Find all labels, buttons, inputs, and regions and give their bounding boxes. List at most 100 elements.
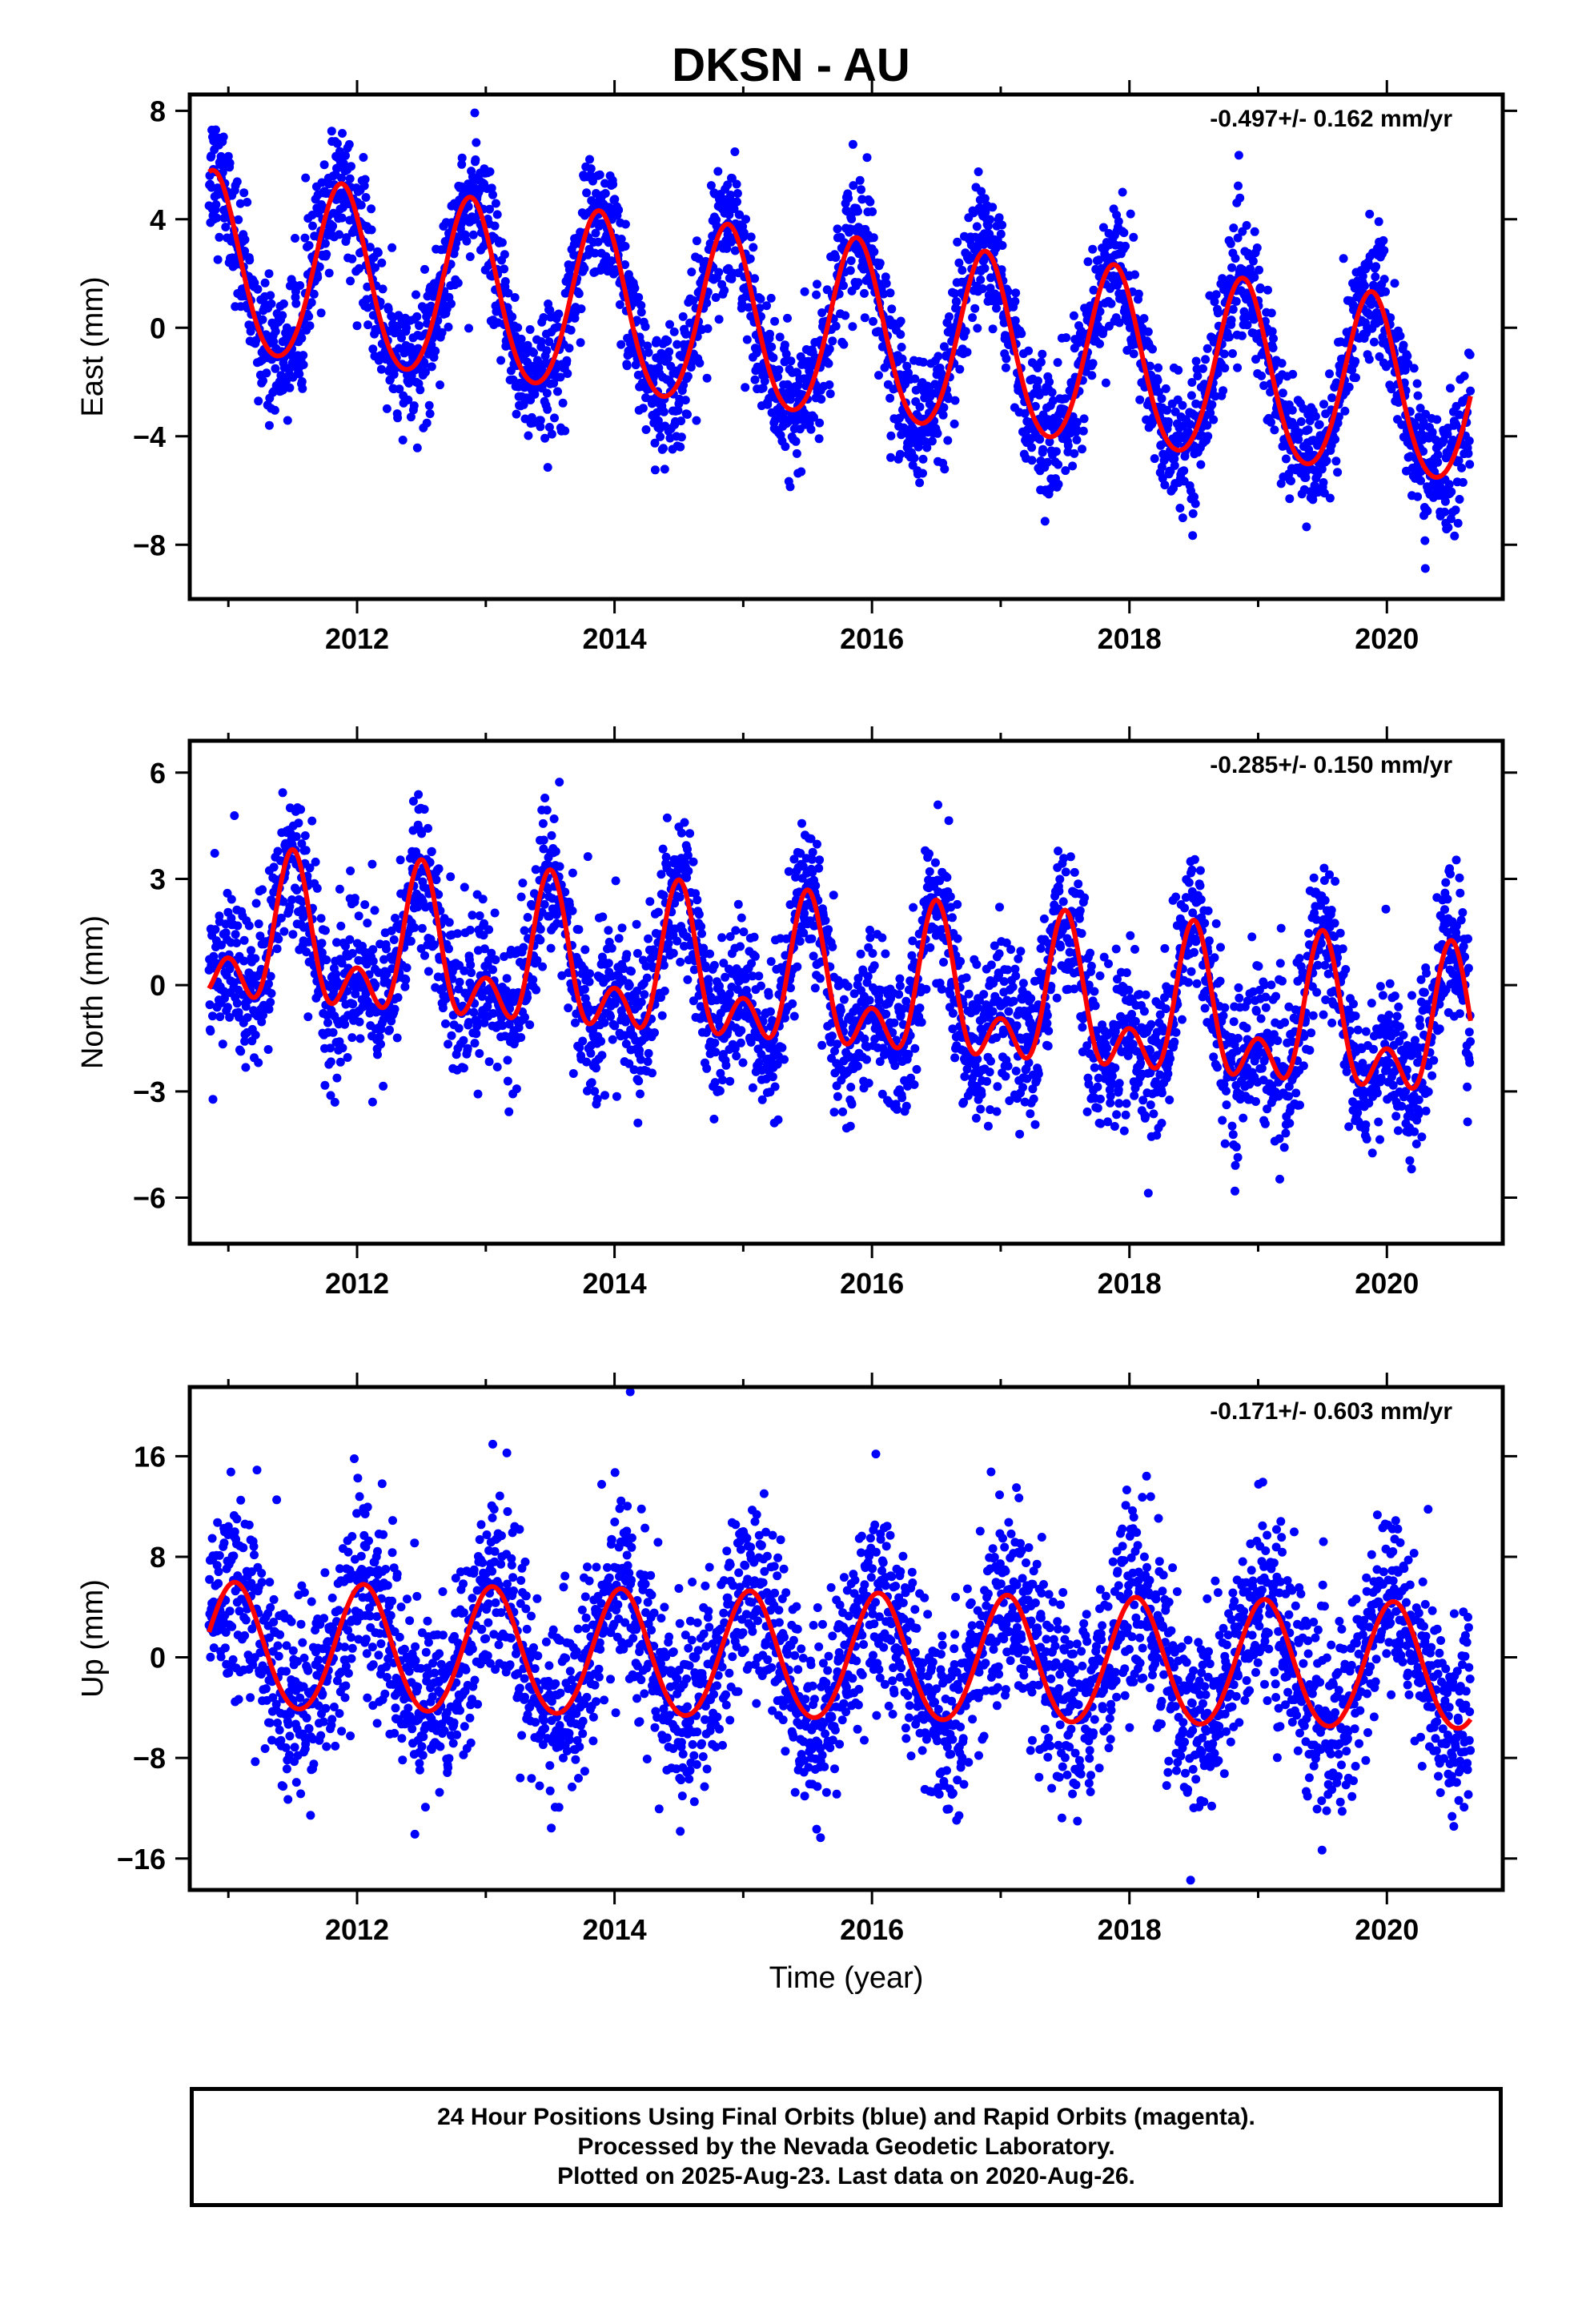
data-point [446, 872, 456, 882]
data-point [444, 1039, 453, 1049]
data-point [221, 928, 231, 938]
data-point [323, 1018, 332, 1027]
data-point [620, 242, 630, 251]
data-point [392, 1033, 402, 1043]
data-point [597, 1051, 607, 1060]
data-point [1196, 460, 1206, 469]
data-point [331, 969, 341, 979]
data-point [773, 1115, 783, 1124]
data-point [988, 203, 998, 212]
data-point [382, 944, 391, 954]
data-point [253, 284, 263, 294]
data-point [659, 444, 668, 453]
data-point [328, 221, 338, 231]
data-point [464, 324, 473, 333]
data-point [504, 288, 513, 298]
data-point [1106, 299, 1116, 308]
data-point [1301, 472, 1311, 482]
data-point [1444, 480, 1454, 489]
data-point [301, 173, 311, 183]
data-point [1001, 331, 1010, 340]
data-point [434, 864, 444, 874]
data-point [254, 919, 263, 929]
data-point [1191, 499, 1200, 509]
data-point [295, 281, 305, 290]
data-point [1045, 437, 1054, 447]
data-point [1157, 394, 1166, 404]
data-point [304, 312, 314, 321]
data-point [1375, 352, 1384, 361]
data-point [604, 959, 613, 968]
data-point [733, 189, 742, 198]
data-point [761, 1074, 771, 1084]
data-point [317, 178, 327, 187]
data-point [718, 1076, 727, 1085]
data-point [279, 927, 289, 936]
data-point [356, 200, 366, 210]
data-point [1191, 356, 1201, 366]
data-point [294, 818, 303, 828]
data-point [738, 1058, 748, 1068]
data-point [1227, 316, 1236, 325]
data-point [610, 1021, 620, 1031]
data-point [1174, 365, 1183, 375]
data-point [737, 913, 746, 923]
data-point [311, 857, 320, 866]
data-point [523, 913, 532, 922]
data-point [636, 1055, 645, 1064]
data-point [553, 387, 562, 396]
data-point [532, 985, 541, 995]
data-point [348, 999, 358, 1009]
data-point [677, 432, 686, 442]
data-point [307, 816, 317, 826]
data-point [1010, 316, 1020, 325]
data-point [422, 312, 432, 321]
data-point [212, 213, 222, 223]
data-point [1433, 457, 1443, 467]
data-point [370, 906, 379, 915]
data-point [516, 334, 526, 344]
data-point [576, 338, 585, 348]
data-point [845, 266, 855, 275]
data-point [264, 269, 274, 279]
data-point [636, 300, 646, 310]
data-point [1098, 223, 1108, 232]
data-point [1386, 313, 1395, 323]
data-point [335, 884, 344, 894]
data-point [1455, 495, 1464, 504]
data-point [500, 277, 510, 286]
data-point [262, 368, 271, 378]
data-point [243, 1013, 252, 1023]
data-point [467, 968, 476, 978]
data-point [1154, 363, 1163, 372]
data-point [839, 995, 849, 1004]
data-point [678, 312, 688, 321]
data-point [1325, 369, 1334, 379]
data-point [702, 1063, 712, 1073]
y-tick-label: 8 [150, 94, 166, 127]
data-point [332, 938, 341, 947]
data-point [560, 887, 570, 897]
data-point [994, 213, 1004, 223]
data-point [938, 410, 948, 420]
data-point [536, 935, 545, 945]
data-point [1130, 270, 1139, 279]
data-point [506, 366, 516, 376]
data-point [955, 364, 965, 374]
data-point [1454, 456, 1464, 465]
data-point [642, 973, 652, 983]
data-point [735, 210, 745, 219]
data-point [475, 1049, 484, 1058]
data-point [879, 289, 889, 299]
data-point [638, 404, 648, 413]
data-point [643, 341, 652, 351]
data-point [683, 410, 692, 419]
data-point [379, 1081, 388, 1091]
data-point [886, 452, 895, 462]
data-point [568, 1069, 578, 1078]
data-point [909, 453, 919, 463]
data-point [1024, 346, 1034, 356]
data-point [800, 287, 809, 296]
data-point [927, 436, 937, 446]
data-point [1020, 408, 1030, 418]
